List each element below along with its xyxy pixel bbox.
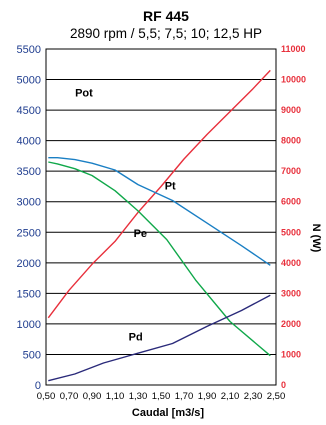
right-tick-label: 6000 <box>281 197 301 207</box>
gridlines <box>46 79 276 355</box>
x-tick-label: 1,10 <box>106 391 125 402</box>
x-tick-label: 1,90 <box>198 391 217 402</box>
x-tick-label: 1,30 <box>129 391 148 402</box>
left-tick-label: 4500 <box>17 105 41 117</box>
chart-title: RF 445 <box>143 8 189 24</box>
series-label-pd: Pd <box>129 331 143 343</box>
left-tick-label: 3500 <box>17 166 41 178</box>
left-tick-label: 0 <box>35 380 41 392</box>
series-line-pe <box>48 161 271 357</box>
series-labels: Pot Pt Pe Pd <box>75 87 176 343</box>
x-tick-label: 2,10 <box>221 391 240 402</box>
right-tick-label: 8000 <box>281 136 301 146</box>
x-tick-label: 0,70 <box>60 391 79 402</box>
left-tick-label: 5500 <box>17 44 41 56</box>
x-tick-label: 1,50 <box>152 391 171 402</box>
right-axis-title: N (W) <box>310 224 322 253</box>
right-tick-label: 11000 <box>281 44 306 54</box>
left-tick-label: 1500 <box>17 288 41 300</box>
x-tick-label: 0,90 <box>83 391 102 402</box>
right-tick-label: 9000 <box>281 105 301 115</box>
x-axis-ticks: 0,50 0,70 0,90 1,10 1,30 1,50 1,70 1,90 2,10 2,30… <box>37 391 286 402</box>
left-axis-ticks: 0 500 1000 1500 2000 2500 3000 3500 4000 4500 5000… <box>17 44 41 392</box>
series-label-pe: Pe <box>134 228 147 240</box>
right-tick-label: 1000 <box>281 349 301 359</box>
series-line-pt <box>48 156 271 266</box>
x-tick-label: 2,30 <box>244 391 263 402</box>
left-tick-label: 2000 <box>17 258 41 270</box>
x-tick-label: 2,50 <box>267 391 286 402</box>
right-tick-label: 5000 <box>281 227 301 237</box>
right-tick-label: 7000 <box>281 166 301 176</box>
chart-subtitle: 2890 rpm / 5,5; 7,5; 10; 12,5 HP <box>70 26 262 41</box>
series-label-pot: Pot <box>75 87 93 99</box>
x-tick-label: 1,70 <box>175 391 194 402</box>
right-tick-label: 3000 <box>281 288 301 298</box>
right-tick-label: 2000 <box>281 319 301 329</box>
right-tick-label: 0 <box>281 380 286 390</box>
left-tick-label: 5000 <box>17 75 41 87</box>
right-axis-ticks: 0 1000 2000 3000 4000 5000 6000 7000 8000 9000 100… <box>281 44 306 390</box>
left-tick-label: 2500 <box>17 227 41 239</box>
series-line-pot <box>47 69 271 319</box>
plot-frame <box>45 48 277 386</box>
right-tick-label: 4000 <box>281 258 301 268</box>
right-tick-label: 10000 <box>281 75 306 85</box>
series-lines <box>47 69 271 382</box>
left-tick-label: 1000 <box>17 319 41 331</box>
left-tick-label: 3000 <box>17 197 41 209</box>
series-label-pt: Pt <box>165 181 176 193</box>
x-tick-label: 0,50 <box>37 391 56 402</box>
left-tick-label: 4000 <box>17 136 41 148</box>
series-line-pd <box>48 294 271 382</box>
left-tick-label: 500 <box>23 349 41 361</box>
x-axis-title: Caudal [m3/s] <box>132 407 204 419</box>
